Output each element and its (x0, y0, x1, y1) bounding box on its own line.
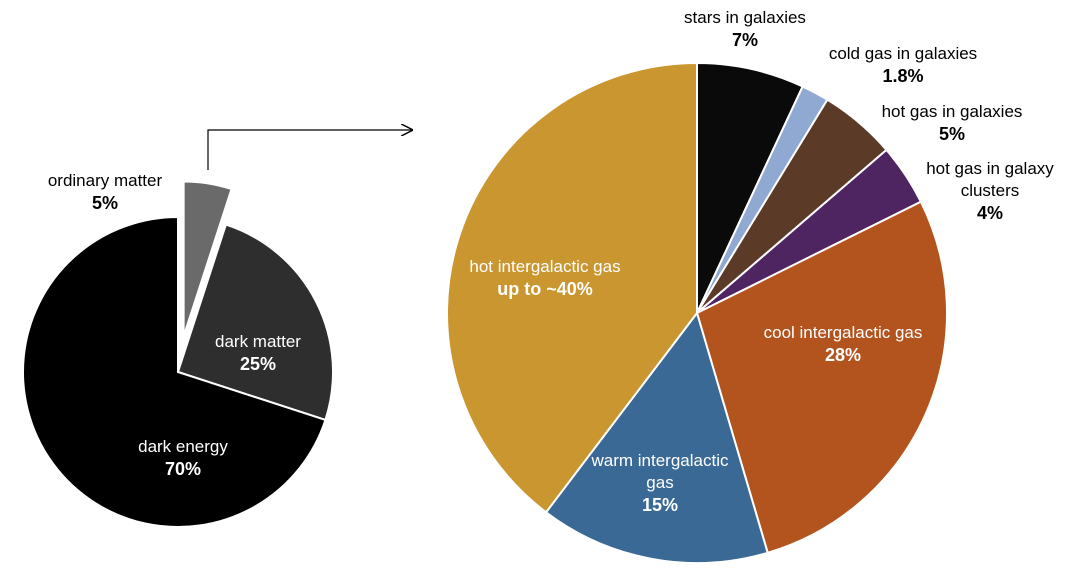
category-label: stars in galaxies (684, 8, 806, 27)
value-label: 1.8% (882, 66, 924, 86)
slice-label: cold gas in galaxies 1.8% (803, 43, 1003, 87)
value-label: 15% (641, 495, 679, 515)
value-label: 25% (239, 354, 277, 374)
value-label: 4% (976, 203, 1003, 223)
slice-label: warm intergalactic gas 15% (585, 450, 735, 516)
slice-label: stars in galaxies 7% (645, 7, 845, 51)
pie-slice (695, 200, 948, 555)
pie-slice (22, 215, 327, 528)
value-label: 70% (164, 459, 202, 479)
slice-label: hot intergalactic gas up to ~40% (445, 256, 645, 300)
category-label: dark energy (138, 437, 228, 456)
pie-slice (544, 310, 769, 564)
slice-label: hot gas in galaxies 5% (852, 101, 1052, 145)
category-label: cold gas in galaxies (828, 44, 978, 63)
connector-arrow (207, 130, 412, 170)
value-label: 5% (938, 124, 965, 144)
value-label: 7% (731, 30, 758, 50)
pie-slice (446, 61, 698, 514)
category-label: cool intergalactic gas (763, 323, 923, 342)
category-label: ordinary matter (47, 171, 163, 190)
pie-slice (182, 180, 233, 337)
slice-label: ordinary matter 5% (25, 170, 185, 214)
value-label: 28% (824, 345, 862, 365)
value-label: up to ~40% (497, 279, 593, 299)
pie-slice (176, 223, 334, 422)
slice-label: dark energy 70% (113, 436, 253, 480)
value-label: 5% (91, 193, 118, 213)
slice-label: dark matter 25% (188, 331, 328, 375)
category-label: hot gas in galaxy clusters (926, 159, 1054, 200)
pie-slice (696, 61, 804, 314)
category-label: hot intergalactic gas (469, 257, 621, 276)
category-label: hot gas in galaxies (881, 102, 1023, 121)
slice-label: hot gas in galaxy clusters 4% (915, 158, 1065, 224)
category-label: dark matter (215, 332, 301, 351)
category-label: warm intergalactic gas (591, 451, 729, 492)
slice-label: cool intergalactic gas 28% (723, 322, 963, 366)
